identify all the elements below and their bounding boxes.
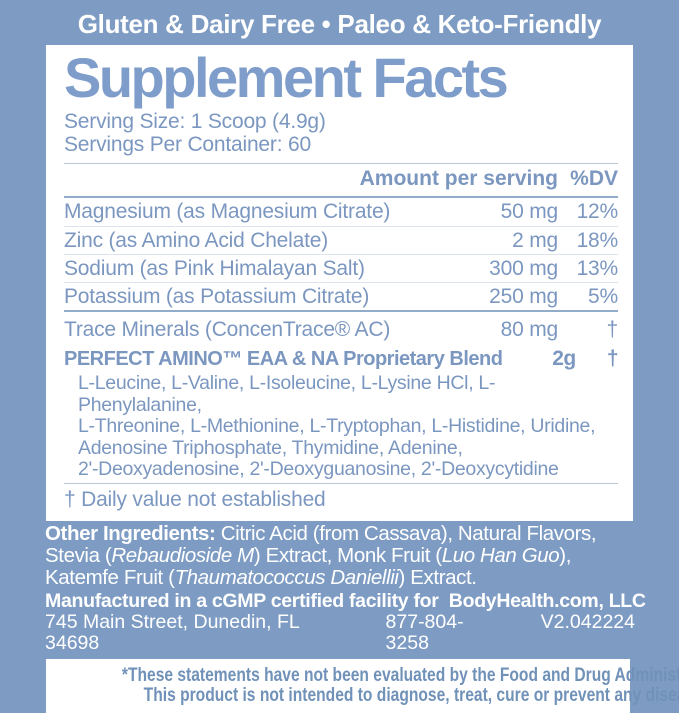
nutrient-name: Zinc (as Amino Acid Chelate) [64,228,329,252]
species-name-italic: Luo Han Guo [441,543,560,567]
nutrient-name: Sodium (as Pink Himalayan Salt) [64,256,365,280]
banner-text: Gluten & Dairy Free • Paleo & Keto-Frien… [77,9,602,39]
rule-below-header [64,196,618,199]
nutrient-row-proprietary-blend: PERFECT AMINO™ EAA & NA Proprietary Blen… [64,345,619,373]
fda-disclaimer-box: *These statements have not been evaluate… [46,658,679,713]
blend-ingredients-line: L-Threonine, L-Methionine, L-Tryptophan,… [78,415,596,438]
other-ingredients-text: Stevia ( [45,543,112,567]
blend-ingredients-line: L-Leucine, L-Valine, L-Isoleucine, L-Lys… [78,372,496,416]
nutrient-row-trace-minerals: Trace Minerals (ConcenTrace® AC) 80 mg † [64,312,618,345]
nutrient-name: Potassium (as Potassium Citrate) [64,284,370,308]
nutrient-dv: 13% [576,256,619,280]
nutrient-amount: 80 mg [500,318,559,342]
manufactured-line: Manufactured in a cGMP certified facilit… [45,589,646,612]
other-ingredients-section: Other Ingredients: Citric Acid (from Cas… [0,521,679,654]
other-ingredients-line: Other Ingredients: Citric Acid (from Cas… [45,521,635,545]
nutrient-dv: 5% [588,284,618,308]
top-banner: Gluten & Dairy Free • Paleo & Keto-Frien… [0,0,679,45]
rule-above-header [64,163,618,165]
nutrient-name: Magnesium (as Magnesium Citrate) [64,200,391,224]
nutrient-row-magnesium: Magnesium (as Magnesium Citrate) 50 mg 1… [64,198,618,226]
street-address: 745 Main Street, Dunedin, FL 34698 [45,610,300,654]
table-header: Amount per serving %DV [64,164,618,196]
species-name-italic: Thaumatococcus Daniellii [174,565,399,589]
blend-ingredients-line: 2'-Deoxyadenosine, 2'-Deoxyguanosine, 2'… [78,458,559,481]
disclaimer-line: *These statements have not been evaluate… [121,663,679,686]
daily-value-footnote: † Daily value not established [64,487,326,511]
species-name-italic: Rebaudioside M [111,543,254,567]
blend-name: PERFECT AMINO™ EAA & NA Proprietary Blen… [64,347,503,370]
other-ingredients-text: Katemfe Fruit ( [45,565,175,589]
address-line: 745 Main Street, Dunedin, FL 34698 877-8… [45,610,635,654]
nutrient-name: Trace Minerals (ConcenTrace® AC) [64,318,391,342]
nutrient-row-zinc: Zinc (as Amino Acid Chelate) 2 mg 18% [64,226,618,254]
disclaimer-line: This product is not intended to diagnose… [143,683,679,706]
rule-above-trace [64,310,618,313]
nutrient-row-sodium: Sodium (as Pink Himalayan Salt) 300 mg 1… [64,254,618,282]
nutrient-amount: 300 mg [489,256,558,280]
other-ingredients-text: ) Extract, Monk Fruit ( [253,543,442,567]
phone-number: 877-804-3258 [385,610,464,654]
other-ingredients-text: ) Extract. [398,565,477,589]
version-code: V2.042224 [540,610,635,633]
dv-header: %DV [570,167,618,191]
dagger-symbol: † [606,347,619,371]
nutrient-row-potassium: Potassium (as Potassium Citrate) 250 mg … [64,282,618,310]
nutrient-amount: 250 mg [489,284,558,308]
serving-size: Serving Size: 1 Scoop (4.9g) [64,110,326,134]
other-ingredients-line: Katemfe Fruit (Thaumatococcus Daniellii)… [45,565,635,589]
supplement-facts-panel: Supplement Facts Serving Size: 1 Scoop (… [46,45,633,521]
blend-ingredients-line: Adenosine Triphosphate, Thymidine, Adeni… [78,436,463,459]
nutrient-dv: 18% [576,228,619,252]
servings-per-container: Servings Per Container: 60 [64,133,311,157]
fda-disclaimer-text: *These statements have not been evaluate… [122,665,679,705]
other-ingredients-text: Citric Acid (from Cassava), Natural Flav… [220,521,597,545]
blend-amount: 2g [552,347,576,371]
amount-header: Amount per serving [359,167,558,191]
blend-ingredients: L-Leucine, L-Valine, L-Isoleucine, L-Lys… [64,372,618,481]
facts-title: Supplement Facts [64,46,509,109]
other-ingredients-label: Other Ingredients: [45,521,221,545]
rule-above-footnote [64,482,618,484]
nutrient-amount: 2 mg [512,228,558,252]
other-ingredients-line: Stevia (Rebaudioside M) Extract, Monk Fr… [45,543,635,567]
other-ingredients-text: ), [559,543,572,567]
nutrient-amount: 50 mg [500,200,559,224]
nutrient-dv: 12% [576,200,619,224]
dagger-symbol: † [606,318,619,342]
